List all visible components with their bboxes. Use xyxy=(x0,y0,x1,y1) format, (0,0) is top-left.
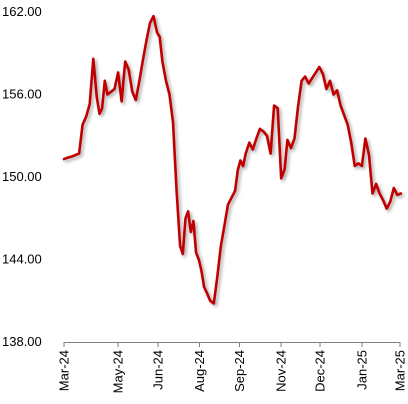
y-tick-label: 138.00 xyxy=(2,334,42,349)
x-tick-label: Jun-24 xyxy=(150,350,165,390)
x-tick-label: Dec-24 xyxy=(313,350,328,392)
x-axis-ticks: Mar-24 May-24 Jun-24 Aug-24 Sep-24 Nov-24 Dec-… xyxy=(57,342,408,393)
y-tick-label: 156.00 xyxy=(2,87,42,102)
x-tick-label: May-24 xyxy=(111,350,126,393)
price-series-line xyxy=(62,14,403,305)
x-tick-label: Jan-25 xyxy=(354,350,369,390)
y-tick-label: 150.00 xyxy=(2,169,42,184)
x-tick-label: Sep-24 xyxy=(232,350,247,392)
y-axis-ticks: 162.00 156.00 150.00 144.00 138.00 xyxy=(2,4,42,349)
x-tick-label: Mar-25 xyxy=(393,350,408,391)
y-tick-label: 144.00 xyxy=(2,252,42,267)
y-tick-label: 162.00 xyxy=(2,4,42,19)
x-tick-label: Mar-24 xyxy=(57,350,72,391)
x-tick-label: Nov-24 xyxy=(274,350,289,392)
x-tick-label: Aug-24 xyxy=(192,350,207,392)
